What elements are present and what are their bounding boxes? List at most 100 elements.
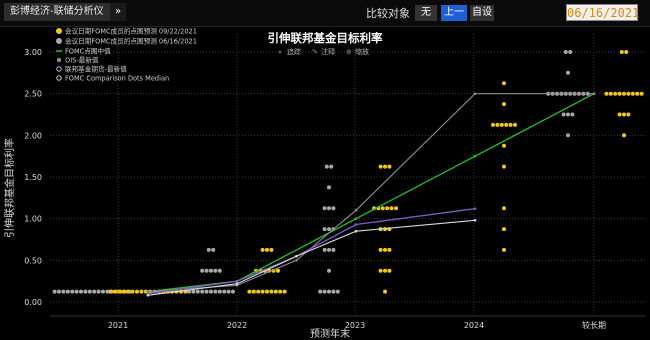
y-tick-label: 1.00 <box>24 215 42 224</box>
legend-label-fomc-median: FOMC点图中值 <box>65 47 111 56</box>
app-tab-title[interactable]: 彭博经济-联储分析仪 <box>4 3 110 21</box>
dot-0616 <box>322 227 327 232</box>
dot-0922 <box>260 247 265 252</box>
comparison-median-point <box>295 254 298 258</box>
dot-0922 <box>143 289 148 294</box>
fed-funds-futures-line <box>147 208 476 295</box>
dot-0616 <box>61 289 66 294</box>
dot-0922 <box>130 289 135 294</box>
dot-0616 <box>324 164 329 169</box>
dot-0616 <box>566 133 570 138</box>
dot-0922 <box>502 102 506 107</box>
dot-0922 <box>619 50 624 54</box>
legend-label-dots-0922: 会议日期FOMC成员的点图预测 09/22/2021 <box>65 27 197 36</box>
dot-0616 <box>213 289 218 294</box>
dot-0616 <box>79 289 83 294</box>
ois-point <box>146 290 150 293</box>
dot-0922 <box>126 289 131 294</box>
dot-0616 <box>204 268 209 273</box>
dot-0922 <box>139 289 144 294</box>
dot-0616 <box>74 289 79 294</box>
x-axis-label: 预测年末 <box>310 327 350 340</box>
dot-0616 <box>566 112 570 117</box>
compare-custom-button[interactable]: 自设 <box>470 5 494 21</box>
dot-0616 <box>563 50 568 54</box>
dot-0922 <box>383 247 387 252</box>
legend-swatch-comparison-median <box>56 75 62 81</box>
fed-funds-futures-point <box>235 279 239 283</box>
legend-label-ois: OIS-最新值 <box>65 56 99 65</box>
comparison-median-point <box>354 229 358 233</box>
dot-0616 <box>331 289 336 294</box>
annotate-control[interactable]: 注释 <box>321 47 335 56</box>
dot-0922 <box>502 227 506 232</box>
chart-area: 引伸联邦基金目标利率 ⌖ 追踪 ✎ 注释 ⊕ 缩放 0.000.501.001.… <box>3 27 645 340</box>
dot-0922 <box>113 289 117 294</box>
dot-0616 <box>209 289 213 294</box>
double-chevron-right-icon[interactable]: » <box>110 3 126 21</box>
dots-0616-series <box>52 50 590 294</box>
dot-0616 <box>92 289 97 294</box>
dot-0922 <box>282 289 287 294</box>
dot-0616 <box>96 289 101 294</box>
dot-0922 <box>387 247 392 252</box>
dot-0922 <box>495 122 500 127</box>
dots-0922-series <box>108 50 644 294</box>
zoom-icon[interactable]: ⊕ <box>346 48 352 56</box>
dot-0922 <box>383 268 387 273</box>
dot-0922 <box>617 112 622 117</box>
dot-0922 <box>387 268 392 273</box>
dot-0616 <box>327 247 331 252</box>
dot-0616 <box>200 289 205 294</box>
dot-0616 <box>327 227 331 232</box>
dot-0922 <box>247 289 252 294</box>
dot-0922 <box>508 122 513 127</box>
dot-0616 <box>65 289 70 294</box>
ois-point <box>592 92 596 95</box>
dot-0616 <box>195 289 200 294</box>
x-tick-label: 2021 <box>108 321 128 330</box>
dot-0922 <box>389 206 394 211</box>
dot-0922 <box>265 289 269 294</box>
dot-0922 <box>383 289 387 294</box>
dot-0616 <box>70 289 75 294</box>
dot-0616 <box>87 289 92 294</box>
track-icon[interactable]: ⌖ <box>278 48 282 56</box>
dot-0616 <box>101 289 105 294</box>
dot-0922 <box>499 122 504 127</box>
compare-label: 比较对象 <box>366 7 410 20</box>
x-axis-ticks: 2021 2022 2023 2024 较长期 <box>108 320 606 330</box>
y-tick-label: 1.50 <box>24 173 42 182</box>
dot-0922 <box>256 289 261 294</box>
comparison-median-line <box>147 219 476 296</box>
dot-0616 <box>331 206 336 211</box>
legend-swatch-dots-0616 <box>56 38 62 44</box>
date-input[interactable]: 06/16/2021 <box>566 4 640 21</box>
dot-0922 <box>108 289 113 294</box>
dot-0922 <box>491 122 495 127</box>
compare-previous-button[interactable]: 上一 <box>441 5 467 21</box>
dot-0922 <box>502 143 506 148</box>
y-axis-ticks: 0.00 0.50 1.00 1.50 2.00 2.50 3.00 <box>24 48 42 307</box>
dot-0616 <box>561 112 566 117</box>
compare-none-button[interactable]: 无 <box>415 5 437 21</box>
dot-0616 <box>200 268 205 273</box>
ois-point <box>354 209 358 212</box>
dot-0922 <box>622 112 626 117</box>
dot-0616 <box>204 289 209 294</box>
dot-0616 <box>322 206 327 211</box>
fomc-median-point <box>354 217 358 220</box>
dot-0616 <box>566 70 570 75</box>
dot-0922 <box>608 91 613 96</box>
dot-0922 <box>135 289 139 294</box>
dot-0616 <box>318 289 323 294</box>
dot-0616 <box>335 289 340 294</box>
dot-0616 <box>327 268 331 273</box>
dot-0922 <box>502 247 506 252</box>
x-tick-label: 较长期 <box>582 320 606 330</box>
legend-swatch-futures <box>56 66 62 72</box>
dot-0922 <box>385 206 390 211</box>
dot-0922 <box>639 91 644 96</box>
dot-0922 <box>121 289 126 294</box>
grid <box>50 34 645 317</box>
